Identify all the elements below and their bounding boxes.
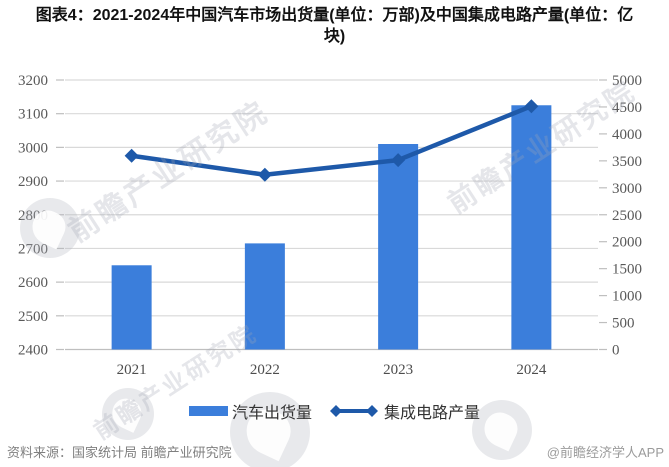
legend-label-auto-shipments: 汽车出货量 [231, 405, 312, 422]
right-axis-tick-label: 4000 [612, 127, 642, 143]
legend-bar-swatch-icon [188, 406, 228, 416]
legend-label-ic-production: 集成电路产量 [384, 405, 481, 422]
left-axis-tick-label: 2700 [18, 241, 48, 257]
right-axis-tick-label: 1500 [612, 262, 642, 278]
bar-2022 [244, 243, 285, 350]
bar-2021 [111, 265, 152, 350]
legend-line-diamond-icon [330, 405, 378, 417]
footer: 资料来源：国家统计局 前瞻产业研究院 @前瞻经济学人APP [0, 442, 669, 461]
x-axis-label: 2024 [516, 362, 547, 378]
left-axis-tick-label: 2500 [18, 309, 48, 325]
legend-item-ic-production: 集成电路产量 [328, 399, 480, 423]
bar-2023 [378, 144, 419, 350]
right-axis-tick-label: 1000 [612, 289, 642, 305]
right-axis-tick-label: 2000 [612, 235, 642, 251]
right-axis-tick-label: 5000 [612, 73, 642, 89]
chart-title: 图表4：2021-2024年中国汽车市场出货量(单位：万部)及中国集成电路产量(… [35, 7, 634, 45]
credit-handle: @前瞻经济学人APP [546, 445, 664, 460]
right-axis-tick-label: 500 [612, 316, 635, 332]
bar-2024 [511, 105, 552, 350]
marker-2023 [391, 153, 406, 168]
left-axis-tick-label: 3100 [18, 107, 48, 123]
left-axis-tick-label: 2800 [18, 208, 48, 224]
right-axis-tick-label: 4500 [612, 100, 642, 116]
marker-2021 [124, 148, 139, 163]
legend-item-auto-shipments: 汽车出货量 [188, 399, 312, 423]
marker-2024 [524, 99, 539, 114]
left-axis-tick-label: 3000 [18, 140, 48, 156]
right-axis-tick-label: 0 [612, 343, 620, 359]
right-axis-tick-label: 3500 [612, 154, 642, 170]
legend: 汽车出货量 集成电路产量 [0, 400, 669, 422]
x-axis-label: 2022 [250, 362, 280, 378]
left-axis-tick-label: 2400 [18, 343, 48, 359]
marker-2022 [257, 167, 272, 182]
combo-chart-plot-area: 2400 2500 2600 2700 2800 2900 3000 3100 3200 0 500… [18, 73, 642, 378]
right-axis-tick-label: 2500 [612, 208, 642, 224]
source-note: 资料来源：国家统计局 前瞻产业研究院 [7, 445, 232, 460]
x-axis-label: 2023 [383, 362, 413, 378]
ic-production-line [129, 103, 534, 178]
left-axis-tick-label: 3200 [18, 73, 48, 89]
x-axis-label: 2021 [117, 362, 147, 378]
left-axis-tick-label: 2900 [18, 174, 48, 190]
right-axis-tick-label: 3000 [612, 181, 642, 197]
left-axis-tick-label: 2600 [18, 275, 48, 291]
